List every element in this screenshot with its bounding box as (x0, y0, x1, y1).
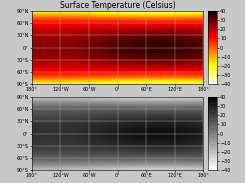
Title: Surface Temperature (Celsius): Surface Temperature (Celsius) (60, 1, 175, 10)
